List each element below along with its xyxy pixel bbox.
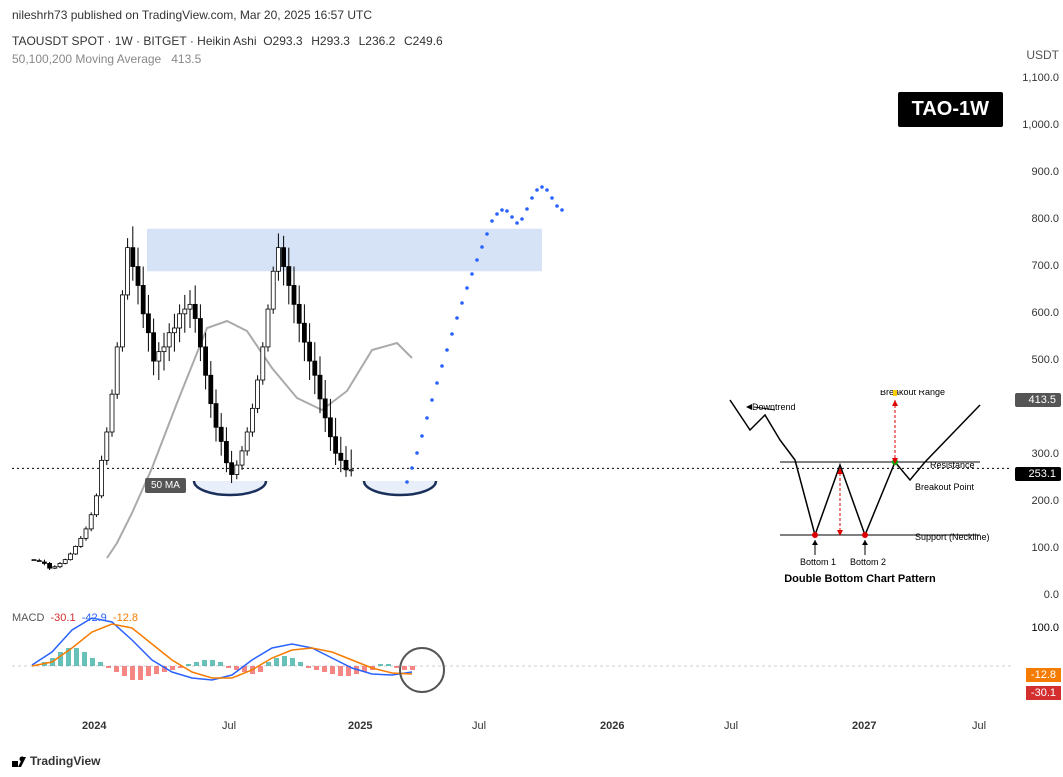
price-tick: 300.0 [1013, 448, 1059, 460]
symbol-info: TAOUSDT SPOT · 1W · BITGET · Heikin Ashi… [0, 30, 1063, 52]
svg-text:Breakout Point: Breakout Point [915, 482, 975, 492]
time-tick: Jul [472, 720, 486, 732]
pattern-diagram: Downtrend Breakout Range Resistance Breakou… [720, 390, 1000, 590]
svg-text:Bottom 2: Bottom 2 [850, 557, 886, 567]
macd-tag: -12.8 [1026, 668, 1061, 682]
candle-type: Heikin Ashi [197, 34, 256, 48]
publish-text: nileshrh73 published on TradingView.com,… [12, 8, 372, 22]
open-value: 293.3 [273, 34, 303, 48]
time-axis: 2024 Jul 2025 Jul 2026 Jul 2027 Jul [12, 720, 1012, 740]
price-tick: 1,100.0 [1013, 72, 1059, 84]
price-axis: 1,100.0 1,000.0 900.0 800.0 700.0 600.0 500.0 3… [1013, 45, 1063, 605]
time-tick: Jul [222, 720, 236, 732]
watermark-text: TradingView [30, 754, 100, 768]
symbol-exchange: BITGET [143, 34, 186, 48]
svg-text:Support (Neckline): Support (Neckline) [915, 532, 990, 542]
svg-text:Resistance: Resistance [930, 460, 975, 470]
svg-text:Downtrend: Downtrend [752, 402, 796, 412]
low-value: 236.2 [365, 34, 395, 48]
price-tick: 200.0 [1013, 495, 1059, 507]
time-tick: 2027 [852, 720, 876, 732]
high-value: 293.3 [320, 34, 350, 48]
tradingview-watermark: TradingView [12, 754, 100, 769]
price-tick: 100.0 [1013, 542, 1059, 554]
macd-tag: -30.1 [1026, 686, 1061, 700]
price-tick: 600.0 [1013, 307, 1059, 319]
macd-chart[interactable] [12, 610, 1012, 710]
svg-text:Breakout Range: Breakout Range [880, 390, 945, 397]
publish-header: nileshrh73 published on TradingView.com,… [0, 0, 1063, 30]
pattern-title: Double Bottom Chart Pattern [720, 573, 1000, 585]
macd-axis: 100.0 -12.8 -30.1 [1013, 610, 1063, 710]
time-tick: Jul [972, 720, 986, 732]
price-tag: 253.1 [1015, 467, 1061, 481]
close-value: 249.6 [413, 34, 443, 48]
macd-tick: 100.0 [1031, 622, 1059, 634]
time-tick: Jul [724, 720, 738, 732]
time-tick: 2024 [82, 720, 106, 732]
symbol-pair: TAOUSDT SPOT [12, 34, 104, 48]
price-tick: 0.0 [1013, 589, 1059, 601]
symbol-interval: 1W [115, 34, 133, 48]
price-tick: 700.0 [1013, 260, 1059, 272]
price-tick: 1,000.0 [1013, 119, 1059, 131]
price-tick: 500.0 [1013, 354, 1059, 366]
time-tick: 2026 [600, 720, 624, 732]
price-tag: 413.5 [1015, 393, 1061, 407]
ma-badge: 50 MA [145, 478, 186, 493]
svg-text:Bottom 1: Bottom 1 [800, 557, 836, 567]
price-tick: 900.0 [1013, 166, 1059, 178]
price-tick: 800.0 [1013, 213, 1059, 225]
time-tick: 2025 [348, 720, 372, 732]
